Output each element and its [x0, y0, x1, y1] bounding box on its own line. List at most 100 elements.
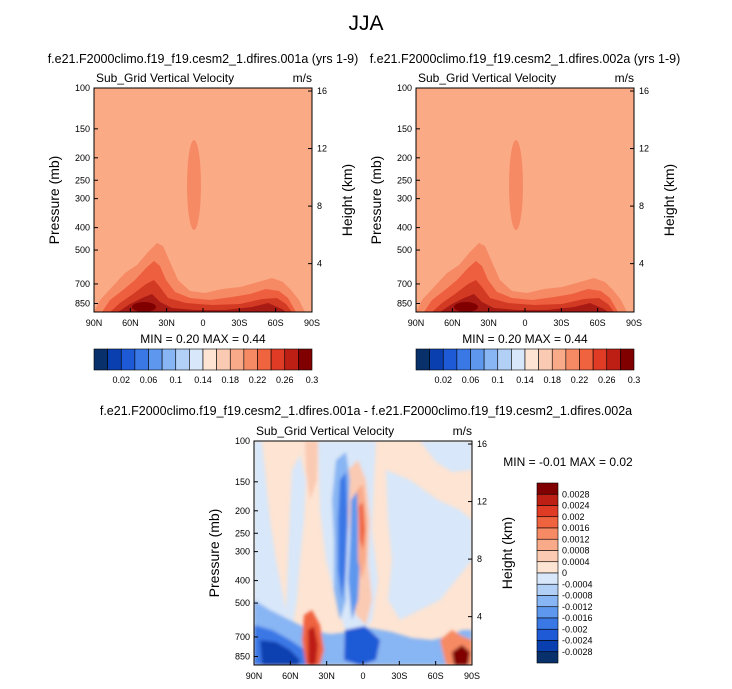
panel-3-x-axis: 90N 60N 30N 0 30S 60S 90S [246, 661, 480, 681]
x-tick-label: 30S [391, 671, 407, 681]
panel-3: f.e21.F2000climo.f19_f19.cesm2_1.dfires.… [100, 404, 633, 681]
y-tick-label: 500 [235, 598, 250, 608]
colorbar-swatch [536, 516, 559, 529]
colorbar-swatch [175, 348, 190, 371]
colorbar-label: 0.1 [491, 375, 504, 385]
y-right-tick-label: 12 [477, 497, 487, 507]
panel-2-upper-tongue [509, 140, 523, 230]
y-tick-label: 850 [397, 298, 412, 308]
panel-3-field [254, 441, 472, 665]
colorbar-label: -0.0008 [562, 591, 593, 601]
colorbar-swatch [284, 348, 299, 371]
x-tick-label: 30N [158, 318, 175, 328]
colorbar-swatch [511, 348, 526, 371]
y-right-tick-label: 12 [317, 144, 327, 154]
y-tick-label: 700 [75, 279, 90, 289]
y-tick-label: 300 [75, 194, 90, 204]
colorbar-swatch [536, 493, 559, 506]
panel-1-ylabel: Pressure (mb) [46, 156, 62, 245]
y-tick-label: 400 [235, 576, 250, 586]
x-tick-label: 30N [480, 318, 497, 328]
colorbar-swatch [456, 348, 471, 371]
panel-3-stats: MIN = -0.01 MAX = 0.02 [503, 455, 633, 469]
colorbar-swatch [536, 628, 559, 641]
y-tick-label: 400 [75, 223, 90, 233]
x-tick-label: 60S [268, 318, 284, 328]
panel-2-stats: MIN = 0.20 MAX = 0.44 [462, 332, 588, 346]
y-tick-label: 200 [235, 506, 250, 516]
colorbar-label: 0.1 [169, 375, 182, 385]
y-tick-label: 850 [75, 298, 90, 308]
colorbar-swatch [536, 640, 559, 653]
colorbar-label: 0.06 [140, 375, 158, 385]
colorbar-swatch [483, 348, 499, 371]
colorbar-swatch [298, 348, 313, 371]
y-tick-label: 150 [397, 124, 412, 134]
colorbar-swatch [524, 348, 539, 371]
colorbar-swatch [229, 348, 245, 371]
colorbar-swatch [134, 348, 149, 371]
colorbar-label: 0.02 [434, 375, 452, 385]
panel-3-negative-surface-equator [344, 626, 380, 665]
panel-3-negative-region-lat30 [286, 455, 306, 630]
y-right-tick-label: 4 [639, 259, 644, 269]
y-tick-label: 400 [397, 223, 412, 233]
panel-3-negative-region-south-upper [420, 441, 472, 472]
x-tick-label: 30N [318, 671, 335, 681]
colorbar-swatch [442, 348, 458, 371]
colorbar-swatch [536, 572, 559, 585]
colorbar-swatch [536, 527, 559, 540]
y-tick-label: 200 [75, 153, 90, 163]
y-right-tick-label: 4 [477, 612, 482, 622]
colorbar-label: 0.06 [462, 375, 480, 385]
colorbar-swatch [429, 348, 444, 371]
colorbar-label: 0.14 [194, 375, 212, 385]
colorbar-swatch [606, 348, 621, 371]
panel-3-negative-region-south [386, 470, 472, 620]
colorbar-label: 0.3 [628, 375, 641, 385]
colorbar-label: 0.22 [571, 375, 589, 385]
colorbar-swatch [120, 348, 136, 371]
colorbar-label: -0.0028 [562, 647, 593, 657]
y-right-tick-label: 12 [639, 144, 649, 154]
figure-title: JJA [348, 12, 383, 35]
x-tick-label: 90S [626, 318, 642, 328]
panel-1-surface-core [118, 294, 286, 312]
panel-2-y-right-axis: 4 8 12 16 [630, 86, 649, 269]
x-tick-label: 0 [200, 318, 205, 328]
colorbar-label: 0.0012 [562, 534, 590, 544]
colorbar-swatch [536, 583, 559, 596]
panel-2-subtitle: Sub_Grid Vertical Velocity [418, 71, 556, 85]
colorbar-label: -0.0024 [562, 636, 593, 646]
panel-2-surface-max [454, 302, 478, 312]
panel-3-y-axis: 100 150 200 250 300 400 500 700 850 [235, 436, 258, 661]
y-tick-label: 700 [235, 632, 250, 642]
colorbar-label: -0.0004 [562, 579, 593, 589]
panel-3-positive-surface-30n-core [308, 626, 318, 665]
y-tick-label: 500 [75, 245, 90, 255]
x-tick-label: 0 [522, 318, 527, 328]
panel-3-ylabel: Pressure (mb) [206, 509, 222, 598]
colorbar-swatch [202, 348, 217, 371]
panel-1: f.e21.F2000climo.f19_f19.cesm2_1.dfires.… [46, 52, 358, 385]
panel-2-surface-core [440, 294, 608, 312]
colorbar-swatch [536, 482, 559, 495]
colorbar-label: 0.0004 [562, 557, 590, 567]
y-right-tick-label: 8 [639, 201, 644, 211]
panel-2-colorbar: 0.02 0.06 0.1 0.14 0.18 0.22 0.26 0.3 [415, 348, 641, 385]
colorbar-swatch [536, 538, 559, 551]
y-tick-label: 100 [235, 436, 250, 446]
colorbar-swatch [107, 348, 122, 371]
colorbar-label: -0.002 [562, 624, 588, 634]
colorbar-label: 0.0016 [562, 523, 590, 533]
y-tick-label: 250 [75, 175, 90, 185]
colorbar-label: 0.0028 [562, 489, 590, 499]
panel-2: f.e21.F2000climo.f19_f19.cesm2_1.dfires.… [368, 52, 680, 385]
colorbar-swatch [415, 348, 430, 371]
y-tick-label: 250 [235, 528, 250, 538]
y-tick-label: 200 [397, 153, 412, 163]
colorbar-swatch [536, 595, 559, 608]
y-right-tick-label: 4 [317, 259, 322, 269]
panel-1-field [94, 88, 312, 312]
